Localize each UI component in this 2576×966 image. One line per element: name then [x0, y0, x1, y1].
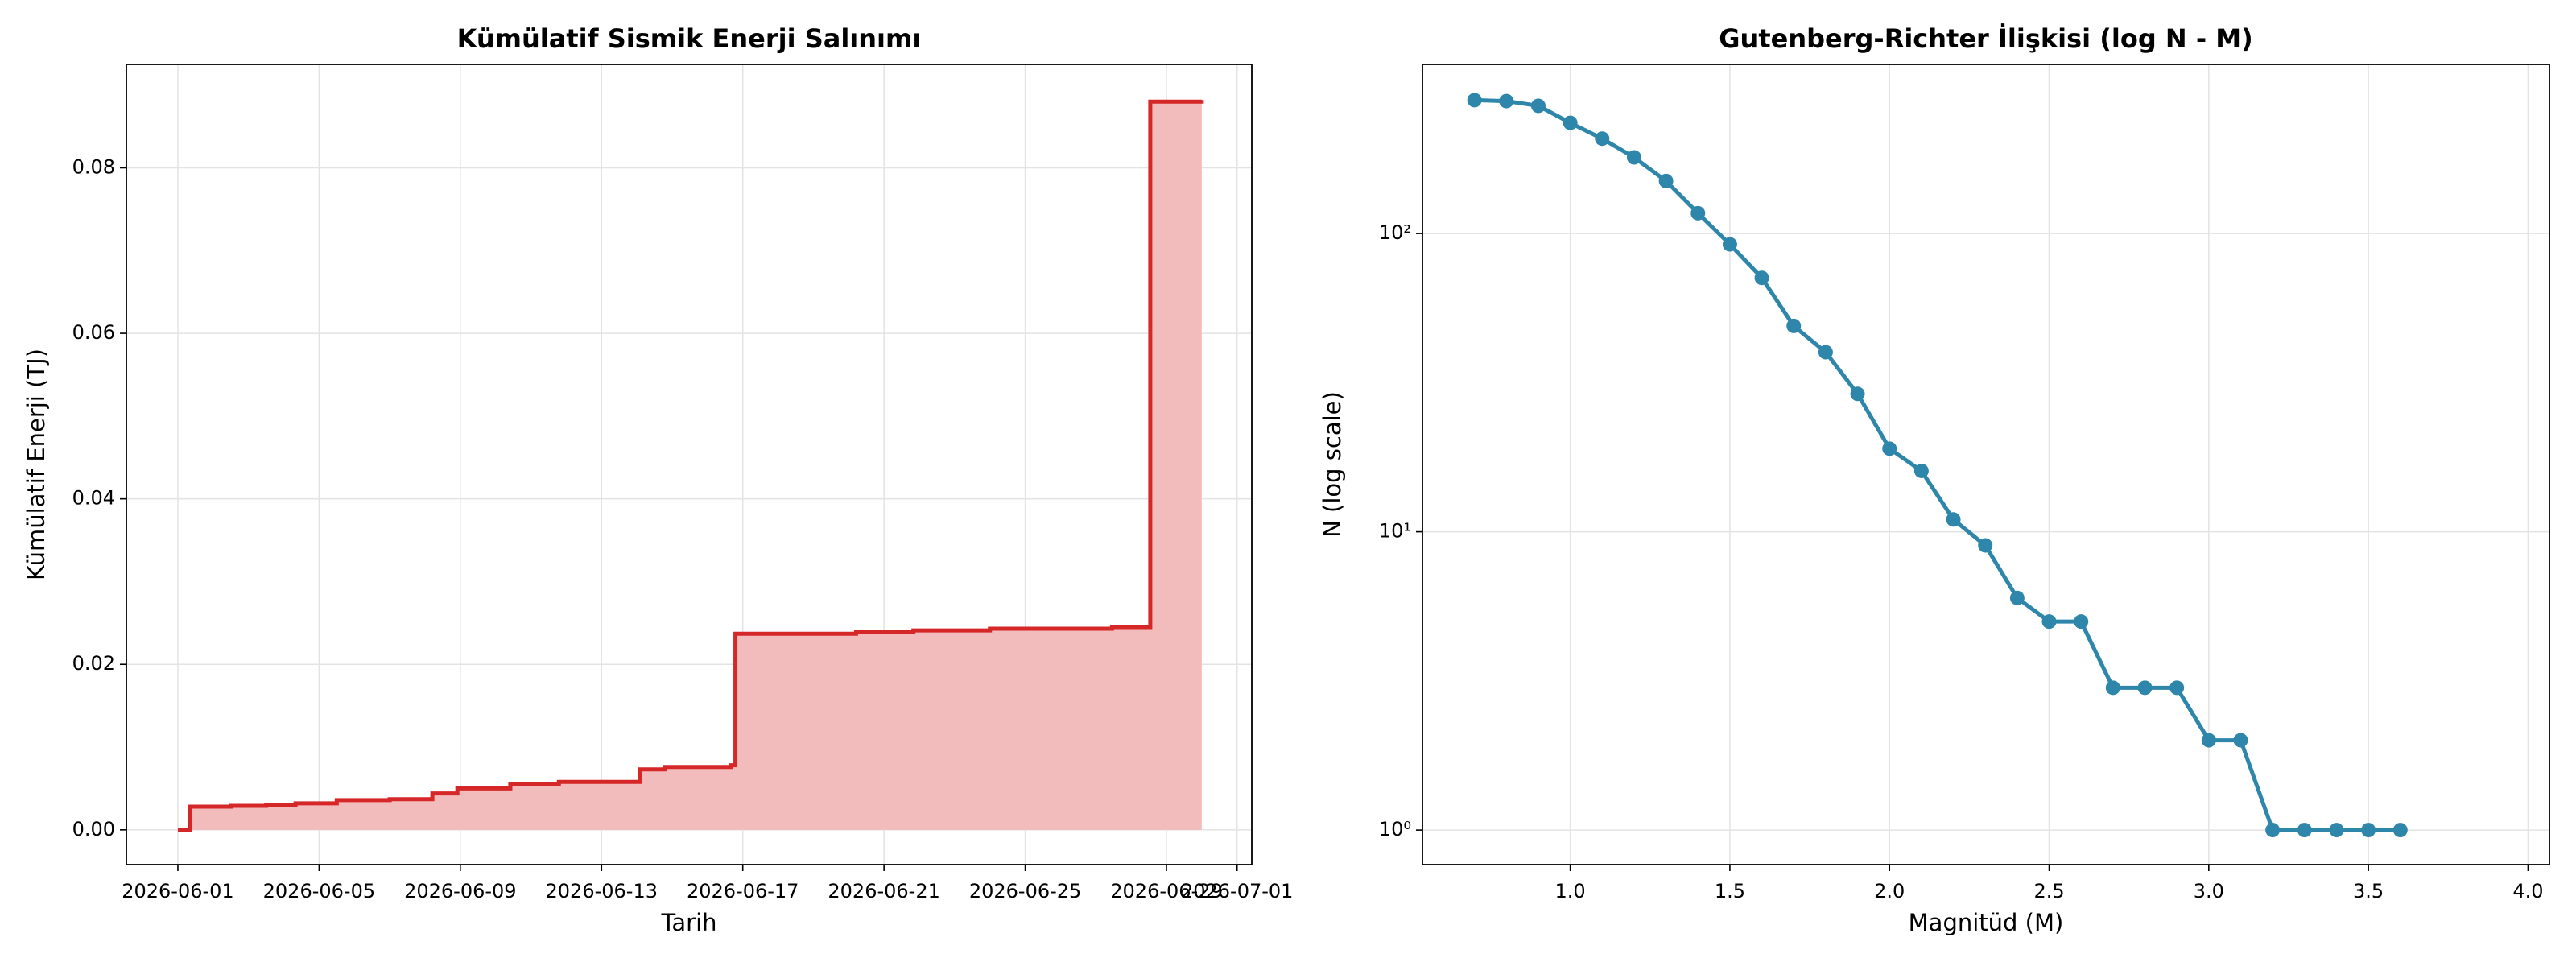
point [2392, 823, 2408, 838]
x-tick-label: 2.0 [1874, 880, 1905, 902]
point [2361, 823, 2376, 838]
x-tick-label: 3.0 [2194, 880, 2224, 902]
point [1499, 93, 1514, 109]
point [1786, 318, 1802, 333]
point [1626, 150, 1641, 165]
x-tick-label: 4.0 [2512, 880, 2543, 902]
point [2105, 680, 2120, 696]
y-tick-label: 10² [1379, 221, 1411, 244]
x-tick-label: 1.5 [1715, 880, 1745, 902]
line [177, 99, 1204, 832]
y-tick-label: 0.08 [72, 155, 115, 178]
line [1474, 97, 2401, 832]
point [2233, 733, 2248, 748]
area [177, 100, 1202, 830]
point [1882, 441, 1897, 456]
y-tick-label: 0.04 [72, 487, 115, 510]
point [1467, 93, 1482, 108]
point [1595, 131, 1610, 147]
y-axis-label: N (log scale) [1319, 391, 1346, 538]
y-tick-label: 0.06 [72, 321, 115, 344]
point [1690, 205, 1706, 221]
x-tick-label: 2026-06-01 [122, 880, 233, 902]
x-axis-label: Tarih [660, 909, 716, 936]
x-tick-label: 2026-06-09 [404, 880, 516, 902]
point [2137, 680, 2153, 696]
chart-title: Gutenberg-Richter İlişkisi (log N - M) [1719, 23, 2252, 54]
point [2201, 733, 2216, 748]
chart-title: Kümülatif Sismik Enerji Salınımı [457, 23, 922, 54]
y-tick-label: 10¹ [1379, 520, 1411, 543]
point [2169, 680, 2185, 696]
point [1946, 512, 1961, 527]
y-axis-label: Kümülatif Enerji (TJ) [23, 349, 50, 580]
point [2074, 614, 2089, 630]
x-tick-label: 1.0 [1555, 880, 1586, 902]
point [1978, 538, 1993, 553]
x-tick-label: 2026-06-29 [1110, 880, 1222, 902]
x-tick-label: 2026-07-01 [1181, 880, 1293, 902]
point [1913, 463, 1929, 478]
y-tick-label: 0.02 [72, 652, 115, 675]
point [2265, 823, 2281, 838]
x-tick-label: 2026-06-21 [828, 880, 939, 902]
plot-frame [126, 64, 1253, 865]
x-tick-label: 3.5 [2353, 880, 2384, 902]
x-tick-label: 2026-06-13 [546, 880, 658, 902]
x-axis-label: Magnitüd (M) [1909, 909, 2064, 936]
point [1658, 173, 1674, 188]
point [2329, 823, 2344, 838]
x-tick-label: 2026-06-05 [263, 880, 375, 902]
x-tick-label: 2.5 [2033, 880, 2064, 902]
point [1563, 115, 1578, 130]
x-tick-label: 2026-06-25 [969, 880, 1081, 902]
y-tick-label: 10⁰ [1379, 818, 1411, 840]
plot-frame [1422, 64, 2550, 865]
point [2009, 590, 2025, 605]
point [1722, 237, 1737, 252]
point [1850, 386, 1865, 402]
point [1530, 98, 1546, 114]
point [1754, 270, 1769, 286]
point [1818, 345, 1833, 360]
y-tick-label: 0.00 [72, 818, 115, 840]
point [2041, 614, 2057, 630]
x-tick-label: 2026-06-17 [687, 880, 799, 902]
point [2297, 823, 2312, 838]
